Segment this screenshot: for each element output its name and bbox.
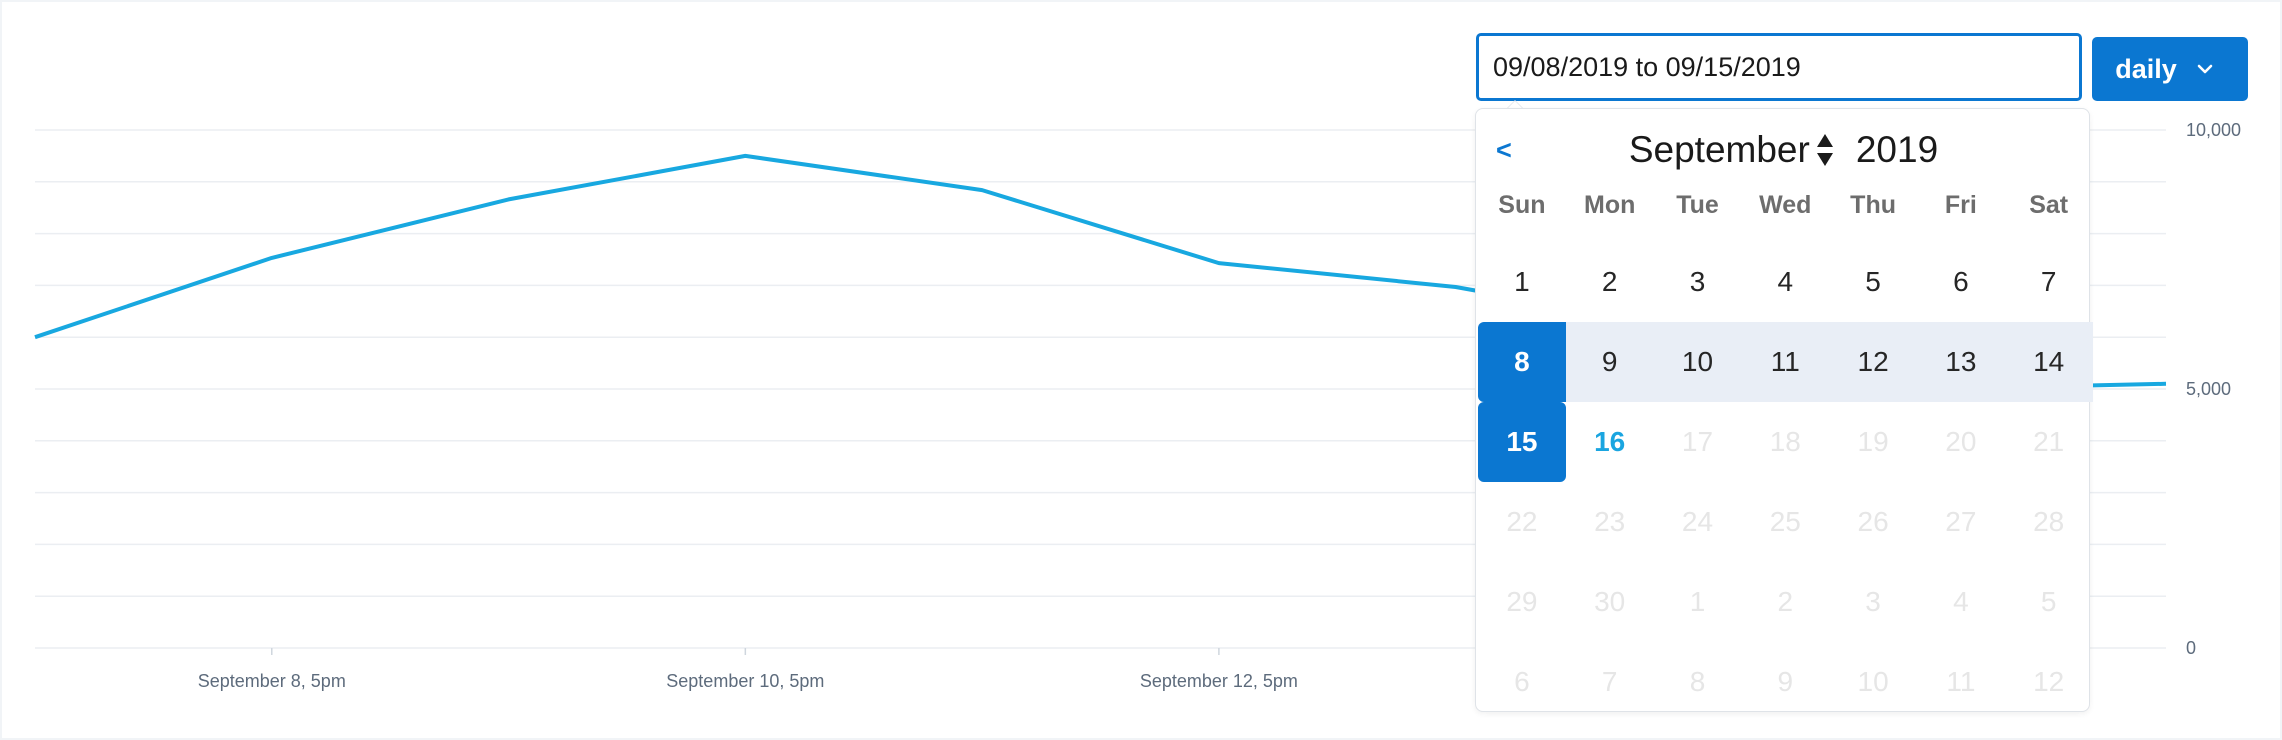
calendar-day: 19: [1857, 426, 1889, 457]
calendar-day: 12: [2033, 666, 2065, 697]
calendar-day[interactable]: 15: [1478, 402, 1566, 482]
calendar-day: 21: [2033, 426, 2065, 457]
weekday-header-row: Sun Mon Tue Wed Thu Fri Sat: [1478, 191, 2093, 220]
calendar-day: 25: [1769, 506, 1801, 537]
x-tick-label: September 8, 5pm: [198, 671, 346, 691]
weekday-sat: Sat: [2029, 191, 2069, 219]
x-tick-label: September 10, 5pm: [666, 671, 824, 691]
calendar-day[interactable]: 8: [1478, 322, 1566, 402]
calendar-day: 29: [1506, 586, 1538, 617]
calendar-day[interactable]: 2: [1601, 266, 1618, 297]
period-label: daily: [2115, 53, 2177, 84]
calendar-day[interactable]: 4: [1777, 266, 1794, 297]
calendar-day: 17: [1681, 426, 1714, 457]
previous-month-button[interactable]: <: [1496, 135, 1512, 165]
calendar-day: 27: [1945, 506, 1977, 537]
calendar-day: 24: [1681, 506, 1714, 537]
calendar-day: 7: [1601, 666, 1618, 697]
calendar-day: 30: [1594, 586, 1626, 617]
calendar-day: 9: [1777, 666, 1794, 697]
calendar-day[interactable]: 1: [1514, 266, 1530, 297]
calendar-header: September 2019: [1476, 129, 2091, 171]
calendar-day[interactable]: 16: [1594, 426, 1626, 457]
chevron-down-icon: [2197, 64, 2213, 74]
calendar-day: 10: [1857, 666, 1889, 697]
calendar-day[interactable]: 12: [1829, 322, 1917, 402]
calendar-day: 6: [1514, 666, 1530, 697]
calendar-day: 11: [1946, 666, 1976, 697]
weekday-wed: Wed: [1759, 191, 1812, 219]
date-range-input[interactable]: 09/08/2019 to 09/15/2019: [1476, 33, 2082, 101]
calendar-day: 2: [1777, 586, 1794, 617]
calendar-day[interactable]: 11: [1741, 322, 1830, 402]
calendar-day: 5: [2040, 586, 2057, 617]
calendar-day: 1: [1689, 586, 1706, 617]
calendar-day: 3: [1865, 586, 1881, 617]
weekday-sun: Sun: [1498, 191, 1546, 219]
calendar-day: 8: [1689, 666, 1706, 697]
calendar-day: 20: [1945, 426, 1977, 457]
calendar-day: 4: [1953, 586, 1969, 617]
sort-arrows-icon: [1816, 134, 1833, 166]
date-picker-calendar: < September 2019 Sun Mon Tue Wed Thu Fri Sat 1…: [1475, 108, 2093, 712]
year-label[interactable]: 2019: [1855, 129, 1939, 170]
calendar-day[interactable]: 5: [1865, 266, 1881, 297]
calendar-day[interactable]: 3: [1689, 266, 1706, 297]
y-tick-label: 10,000: [2186, 120, 2241, 140]
calendar-day[interactable]: 10: [1653, 322, 1742, 402]
weekday-tue: Tue: [1676, 191, 1719, 219]
calendar-day[interactable]: 6: [1953, 266, 1969, 297]
calendar-day: 28: [2033, 506, 2065, 537]
y-tick-label: 5,000: [2186, 379, 2231, 399]
y-tick-label: 0: [2186, 638, 2196, 658]
period-dropdown-button[interactable]: daily: [2092, 37, 2248, 101]
month-select[interactable]: September: [1629, 129, 1834, 171]
calendar-day[interactable]: 7: [2040, 266, 2057, 297]
weekday-fri: Fri: [1944, 191, 1977, 219]
calendar-day[interactable]: 13: [1916, 322, 2005, 402]
calendar-pointer: [1506, 100, 1524, 109]
calendar-days-grid: 1 2 3 4 5 6 7 8 9 10 11 12 13 14 15 16 17 18 19 20 21 22 23 24 2…: [1478, 242, 2093, 722]
calendar-day: 26: [1857, 506, 1889, 537]
calendar-day[interactable]: 9: [1565, 322, 1654, 402]
month-label: September: [1628, 129, 1810, 170]
calendar-day: 22: [1506, 506, 1538, 537]
x-tick-label: September 12, 5pm: [1140, 671, 1298, 691]
calendar-day: 23: [1594, 506, 1626, 537]
weekday-thu: Thu: [1850, 191, 1896, 219]
calendar-day[interactable]: 14: [2004, 322, 2093, 402]
weekday-mon: Mon: [1584, 191, 1636, 219]
calendar-day: 18: [1769, 426, 1801, 457]
